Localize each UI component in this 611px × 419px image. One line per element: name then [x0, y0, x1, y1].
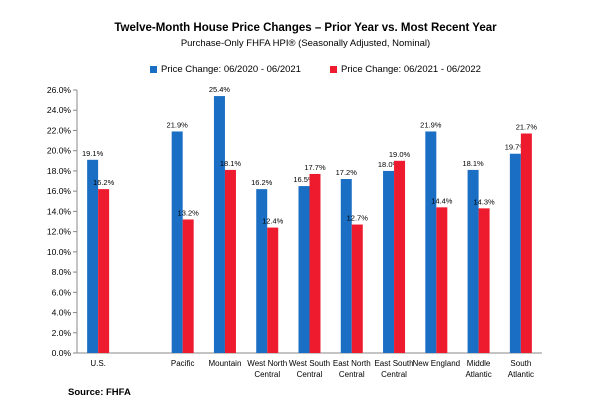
bar-series-2 — [351, 224, 363, 353]
data-label: 17.7% — [304, 163, 326, 172]
x-tick-label: Central — [381, 370, 407, 379]
x-tick-label: Middle — [467, 359, 491, 368]
x-tick-label: Pacific — [171, 359, 195, 368]
y-tick-label: 24.0% — [47, 105, 72, 115]
legend-label-series-2: Price Change: 06/2021 - 06/2022 — [341, 64, 481, 75]
x-tick-label: Atlantic — [465, 370, 491, 379]
bar-series-1 — [171, 131, 183, 353]
y-tick-label: 16.0% — [47, 186, 72, 196]
bar-series-1 — [383, 170, 395, 353]
bar-series-1 — [256, 189, 268, 353]
y-tick-label: 18.0% — [47, 166, 72, 176]
legend-swatch-series-2 — [330, 66, 337, 73]
x-tick-label: South — [510, 359, 531, 368]
y-tick-label: 26.0% — [47, 85, 72, 95]
legend-label-series-1: Price Change: 06/2020 - 06/2021 — [161, 64, 301, 75]
bar-series-1 — [87, 159, 99, 353]
bar-series-1 — [509, 153, 521, 353]
x-tick-label: Mountain — [208, 359, 241, 368]
data-label: 16.2% — [251, 178, 273, 187]
bar-series-1 — [425, 131, 437, 353]
x-tick-label: U.S. — [90, 359, 106, 368]
y-tick-label: 6.0% — [52, 287, 72, 297]
data-label: 12.4% — [262, 217, 284, 226]
data-label: 18.1% — [462, 159, 484, 168]
x-tick-label: Central — [254, 370, 280, 379]
data-label: 21.9% — [167, 120, 189, 129]
data-label: 19.0% — [389, 150, 411, 159]
data-label: 21.7% — [516, 122, 538, 131]
bar-series-2 — [436, 207, 448, 353]
y-tick-label: 20.0% — [47, 146, 72, 156]
y-tick-label: 0.0% — [52, 348, 72, 358]
y-tick-label: 14.0% — [47, 206, 72, 216]
bar-series-2 — [98, 189, 110, 353]
legend: Price Change: 06/2020 - 06/2021 Price Ch… — [0, 64, 611, 78]
x-tick-label: New England — [413, 359, 461, 368]
y-tick-label: 8.0% — [52, 267, 72, 277]
data-label: 19.1% — [82, 149, 104, 158]
legend-item-series-2: Price Change: 06/2021 - 06/2022 — [330, 64, 481, 75]
data-label: 19.7% — [505, 143, 527, 152]
y-tick-label: 22.0% — [47, 125, 72, 135]
data-label: 18.0% — [378, 160, 400, 169]
bar-series-2 — [182, 219, 194, 353]
data-label: 18.1% — [220, 159, 242, 168]
y-tick-label: 10.0% — [47, 247, 72, 257]
bar-series-2 — [267, 227, 279, 353]
x-tick-label: West South — [289, 359, 330, 368]
bar-series-2 — [309, 173, 321, 353]
data-label: 17.2% — [336, 168, 358, 177]
bar-series-1 — [213, 96, 225, 354]
bar-series-2 — [478, 208, 490, 353]
x-tick-label: Central — [339, 370, 365, 379]
data-label: 16.2% — [93, 178, 115, 187]
bar-series-2 — [520, 133, 532, 353]
data-label: 25.4% — [209, 85, 231, 94]
x-tick-label: Atlantic — [508, 370, 534, 379]
data-label: 12.7% — [347, 214, 369, 223]
x-tick-label: Central — [297, 370, 323, 379]
data-label: 14.3% — [473, 197, 495, 206]
legend-swatch-series-1 — [150, 66, 157, 73]
data-label: 13.2% — [178, 208, 200, 217]
data-label: 14.4% — [431, 196, 453, 205]
y-tick-label: 2.0% — [52, 328, 72, 338]
bar-series-1 — [298, 186, 310, 353]
x-tick-label: East North — [333, 359, 371, 368]
bar-series-1 — [467, 169, 479, 353]
chart-subtitle: Purchase-Only FHFA HPI® (Seasonally Adju… — [180, 38, 431, 49]
source-note: Source: FHFA — [68, 387, 131, 398]
bar-series-2 — [224, 169, 236, 353]
y-tick-label: 12.0% — [47, 227, 72, 237]
bar-series-1 — [340, 179, 352, 353]
chart-title: Twelve-Month House Price Changes – Prior… — [114, 22, 497, 34]
bar-series-2 — [394, 160, 406, 353]
y-tick-label: 4.0% — [52, 308, 72, 318]
legend-item-series-1: Price Change: 06/2020 - 06/2021 — [150, 64, 301, 75]
x-tick-label: West North — [247, 359, 287, 368]
x-tick-label: East South — [374, 359, 413, 368]
data-label: 21.9% — [420, 120, 442, 129]
data-label: 16.5% — [293, 175, 315, 184]
